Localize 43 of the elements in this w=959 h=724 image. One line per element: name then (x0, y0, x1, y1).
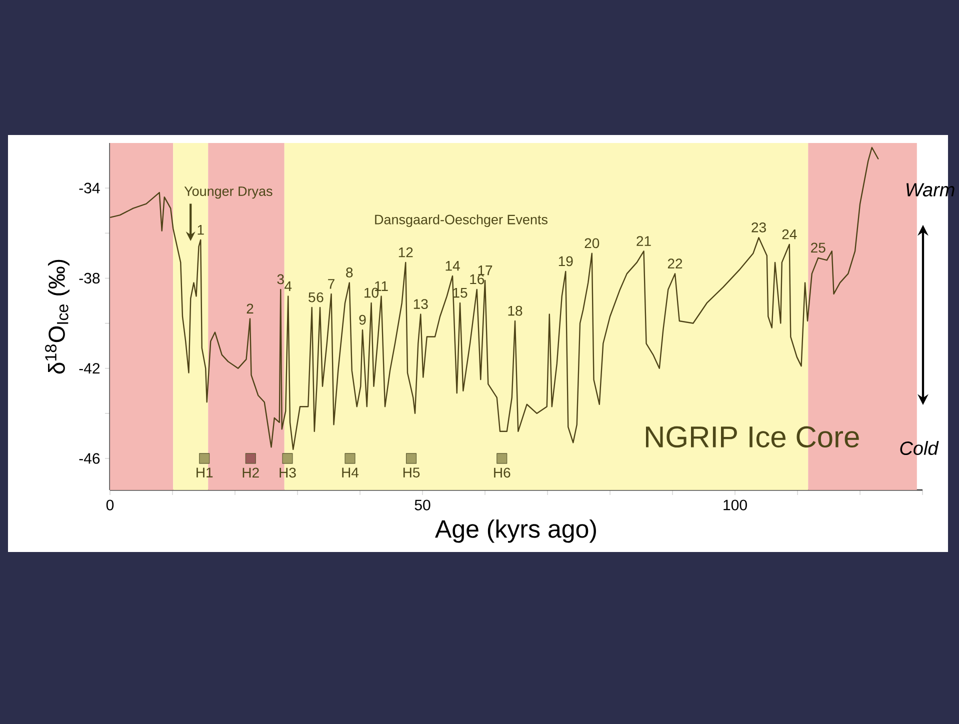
annotation: NGRIP Ice Core (646, 426, 859, 448)
annotation: 14 (446, 261, 460, 271)
annotation: 17 (478, 266, 492, 276)
x-axis-title: Age (kyrs ago) (435, 519, 596, 543)
annotation: H2 (242, 468, 259, 478)
annotation: Cold (900, 441, 939, 455)
x-tick-label: 50 (414, 500, 430, 510)
annotation: 21 (636, 236, 651, 246)
annotation: 12 (398, 247, 413, 258)
annotation: 24 (782, 229, 797, 240)
y-tick-label: -42 (79, 363, 100, 374)
y-axis-title: δ$^{18}$O$_{Ice}$ (‰) (45, 260, 70, 374)
annotation: 25 (811, 242, 826, 253)
annotation: Dansgaard-Oeschger Events (375, 214, 548, 228)
annotation: H1 (196, 468, 213, 478)
annotation: 15 (453, 288, 468, 298)
annotation: 9 (359, 314, 366, 325)
annotation: 18 (508, 306, 522, 316)
annotation: 19 (558, 256, 573, 266)
annotation: H6 (494, 468, 510, 478)
annotation: H5 (403, 468, 420, 478)
annotation: 1 (198, 225, 204, 235)
x-tick-label: 0 (106, 500, 114, 510)
annotation: H4 (342, 468, 359, 478)
annotation: 16 (470, 274, 484, 284)
annotation: 20 (584, 238, 600, 248)
y-tick-label: -46 (79, 453, 100, 464)
x-tick-label: 100 (724, 500, 747, 510)
annotation: 5 (308, 292, 316, 302)
annotation: 4 (284, 281, 292, 291)
line-series (110, 146, 879, 450)
annotation: 2 (246, 304, 254, 314)
annotation: 23 (752, 222, 766, 232)
annotation: 8 (346, 268, 353, 278)
annotation: 22 (668, 258, 682, 268)
annotation: 3 (277, 274, 284, 284)
annotation: 13 (414, 299, 428, 309)
annotation: Younger Dryas (184, 186, 272, 199)
y-tick-label: -38 (79, 272, 100, 284)
annotation: 6 (316, 292, 324, 302)
y-tick-label: -34 (79, 182, 100, 194)
annotation: 7 (328, 279, 334, 289)
annotation: H3 (280, 468, 296, 478)
